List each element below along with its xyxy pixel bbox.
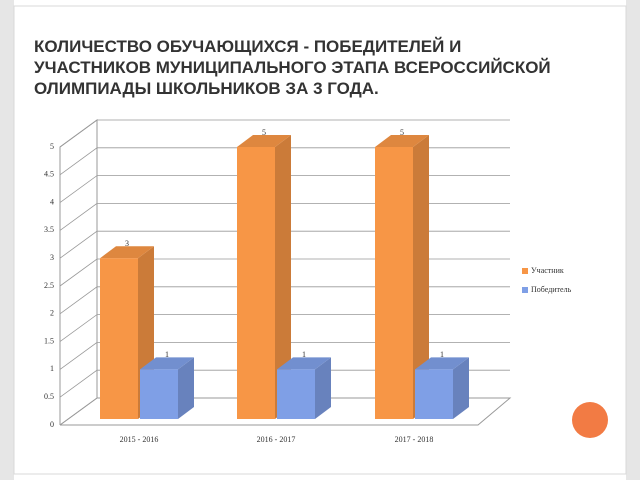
value-label: 1	[302, 350, 306, 359]
y-tick-label: 5	[50, 142, 54, 151]
y-tick-label: 2.5	[44, 281, 54, 290]
x-tick-label: 2017 - 2018	[395, 435, 434, 444]
grid-line	[59, 314, 510, 342]
bar-top	[415, 357, 469, 370]
bar-side	[453, 357, 469, 419]
grid-line	[59, 341, 510, 370]
bar-front	[140, 369, 178, 419]
grid-line	[59, 175, 510, 203]
bar-front	[375, 147, 413, 419]
y-tick-label: 4.5	[44, 170, 54, 179]
bar	[415, 357, 469, 419]
bar-top	[100, 246, 154, 259]
grid-line	[59, 397, 510, 426]
y-tick-label: 3.5	[44, 225, 54, 234]
value-label: 5	[262, 128, 266, 137]
value-label: 1	[165, 350, 169, 359]
bar-side	[275, 135, 291, 419]
slide-edge	[0, 0, 14, 480]
bar-top	[375, 135, 429, 147]
slide-edge	[626, 0, 640, 480]
bar	[237, 135, 291, 419]
grid-line	[59, 369, 510, 398]
bar-top	[237, 135, 291, 147]
y-tick-label: 0	[50, 420, 54, 429]
y-tick-label: 1.5	[44, 336, 54, 345]
legend-label: Участник	[531, 266, 564, 275]
y-tick-label: 0.5	[44, 392, 54, 401]
bar-side	[315, 357, 331, 419]
bar-top	[140, 357, 194, 370]
decor-circle	[572, 402, 608, 438]
value-label: 5	[400, 128, 404, 137]
grid-line	[59, 286, 510, 315]
bar-side	[178, 357, 194, 419]
value-label: 1	[440, 350, 444, 359]
bar-front	[100, 258, 138, 419]
y-tick-label: 4	[50, 197, 54, 206]
grid-line	[59, 147, 510, 176]
y-tick-label: 2	[50, 309, 54, 318]
bar-front	[237, 147, 275, 419]
y-tick-label: 1	[50, 364, 54, 373]
legend-swatch	[522, 287, 528, 293]
bar	[375, 135, 429, 419]
grid-line	[59, 258, 510, 287]
x-tick-label: 2015 - 2016	[120, 435, 159, 444]
legend-swatch	[522, 268, 528, 274]
value-label: 3	[125, 239, 129, 248]
x-tick-label: 2016 - 2017	[257, 435, 296, 444]
y-tick-label: 3	[50, 253, 54, 262]
bar-side	[413, 135, 429, 419]
bar	[277, 357, 331, 419]
grid-line	[59, 202, 510, 231]
grid-line	[59, 230, 510, 259]
bar-top	[277, 357, 331, 370]
bar-front	[277, 369, 315, 419]
grid-line	[59, 119, 510, 148]
slide-title: КОЛИЧЕСТВО ОБУЧАЮЩИХСЯ - ПОБЕДИТЕЛЕЙ И У…	[34, 37, 551, 98]
bar-front	[415, 369, 453, 419]
bar	[140, 357, 194, 419]
legend-label: Победитель	[531, 285, 572, 294]
